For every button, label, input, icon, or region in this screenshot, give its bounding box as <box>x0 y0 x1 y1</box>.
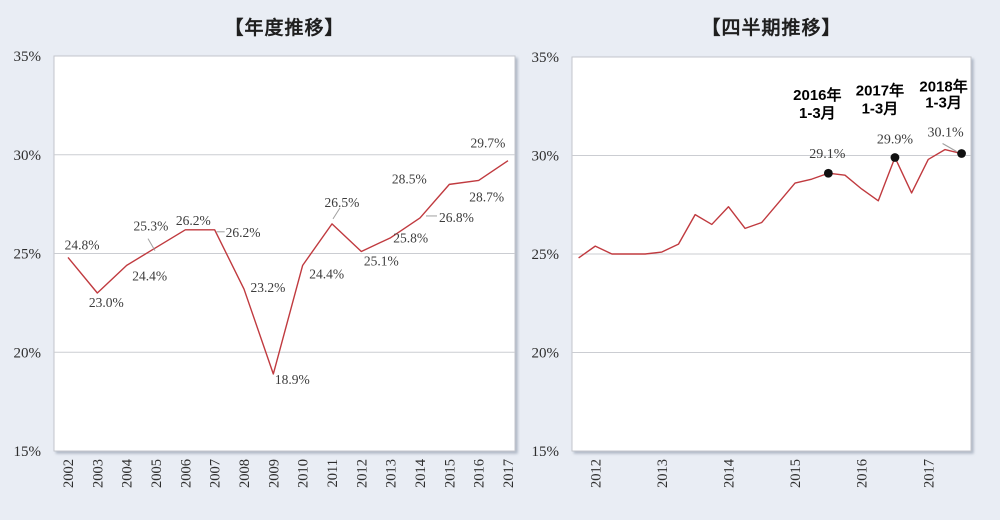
x-tick-label: 2012 <box>354 459 370 488</box>
x-tick-label: 2012 <box>588 459 604 488</box>
y-tick-label: 20% <box>14 345 42 361</box>
y-tick-label: 15% <box>14 444 42 460</box>
marker-value-label: 30.1% <box>927 126 964 141</box>
x-tick-label: 2003 <box>90 459 106 488</box>
y-tick-label: 30% <box>14 148 42 164</box>
data-label: 26.5% <box>325 195 360 210</box>
marker-value-label: 29.1% <box>809 147 846 162</box>
label-leader-line <box>332 207 341 220</box>
marker-annotation: 1-3月 <box>799 105 836 122</box>
data-label: 25.1% <box>364 254 399 269</box>
data-label: 28.7% <box>469 189 504 204</box>
data-label: 23.0% <box>89 295 124 310</box>
data-label: 24.4% <box>132 268 167 283</box>
data-label: 24.4% <box>309 266 344 281</box>
x-tick-label: 2017 <box>921 459 937 488</box>
x-tick-label: 2016 <box>472 459 488 488</box>
x-tick-label: 2017 <box>501 459 517 488</box>
x-tick-label: 2006 <box>178 459 194 488</box>
x-tick-label: 2010 <box>296 459 312 488</box>
data-label: 25.3% <box>134 219 169 234</box>
x-tick-label: 2013 <box>655 459 671 488</box>
data-label: 18.9% <box>275 372 310 387</box>
data-label: 26.2% <box>226 225 261 240</box>
x-tick-label: 2011 <box>325 459 341 487</box>
y-tick-label: 35% <box>532 50 560 66</box>
data-label: 26.8% <box>439 210 474 225</box>
x-tick-label: 2002 <box>61 459 77 488</box>
x-tick-label: 2007 <box>208 459 224 488</box>
data-label: 26.2% <box>176 213 211 228</box>
data-label: 25.8% <box>393 231 428 246</box>
x-tick-label: 2008 <box>237 459 253 488</box>
marker-dot <box>957 149 966 158</box>
chart-title-annual: 【年度推移】 <box>224 18 345 39</box>
marker-dot <box>823 168 833 178</box>
x-tick-label: 2009 <box>266 459 282 488</box>
quarterly-trend-line <box>578 148 962 259</box>
y-tick-label: 25% <box>532 247 560 263</box>
label-leader-line <box>942 143 957 153</box>
x-tick-label: 2005 <box>149 459 165 488</box>
y-tick-label: 15% <box>532 444 560 460</box>
marker-annotation: 1-3月 <box>862 100 899 117</box>
marker-dot <box>890 153 900 162</box>
x-tick-label: 2014 <box>721 458 737 488</box>
chart-title-quarterly: 【四半期推移】 <box>701 18 842 39</box>
marker-annotation: 1-3月 <box>925 95 962 112</box>
x-tick-label: 2004 <box>120 458 136 488</box>
data-label: 24.8% <box>65 237 100 252</box>
y-tick-label: 25% <box>14 247 42 263</box>
data-label: 28.5% <box>392 171 427 186</box>
marker-value-label: 29.9% <box>877 132 914 147</box>
annual-trend-line <box>67 160 509 375</box>
x-tick-label: 2015 <box>788 459 804 488</box>
x-tick-label: 2014 <box>413 458 429 488</box>
data-label: 29.7% <box>471 136 506 151</box>
x-tick-label: 2013 <box>384 459 400 488</box>
quarterly-trend-chart: 15% 20% 25% 30% 35% 2012 2013 2014 2015 2016 2017 2… <box>532 50 972 488</box>
x-tick-label: 2016 <box>855 459 871 488</box>
marker-annotation: 2016年 <box>793 86 841 104</box>
x-tick-label: 2015 <box>442 459 458 488</box>
data-label: 23.2% <box>251 280 286 295</box>
marker-annotation: 2017年 <box>856 81 904 99</box>
y-tick-label: 30% <box>532 149 560 165</box>
y-tick-label: 20% <box>532 346 560 362</box>
label-leader-line <box>147 238 156 251</box>
y-tick-label: 35% <box>14 49 42 65</box>
marker-annotation: 2018年 <box>919 78 967 96</box>
annual-trend-chart: 15% 20% 25% 30% 35% 2002 2003 2004 2005 2006 2007 2… <box>14 49 517 488</box>
